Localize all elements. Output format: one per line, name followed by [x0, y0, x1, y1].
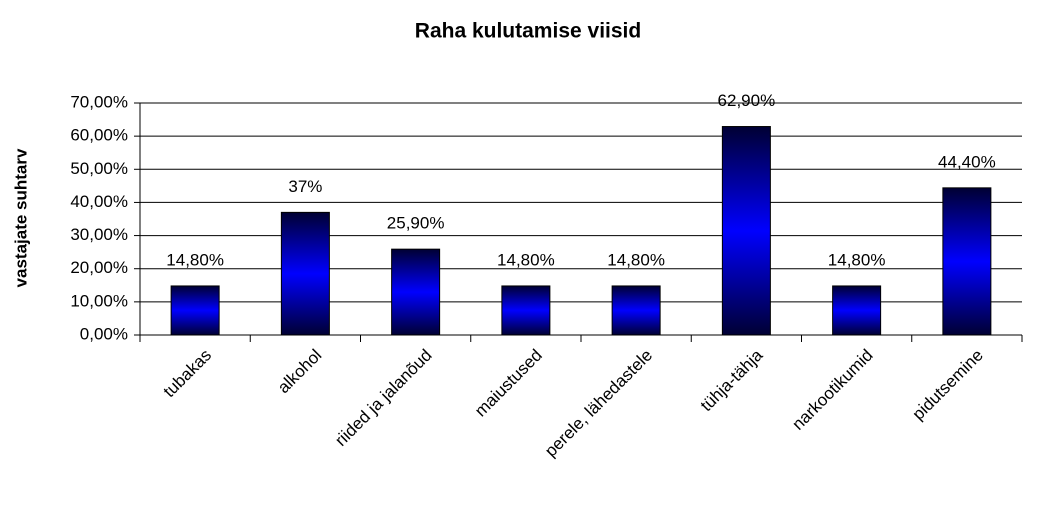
x-tick-label: tühja-tähja	[697, 345, 767, 415]
y-tick-label: 10,00%	[70, 291, 128, 310]
y-tick-label: 70,00%	[70, 92, 128, 111]
bar	[391, 248, 441, 336]
value-label: 62,90%	[718, 91, 776, 110]
value-label: 14,80%	[828, 250, 886, 269]
bar	[942, 187, 992, 336]
chart-title: Raha kulutamise viisid	[415, 20, 641, 43]
y-tick-label: 40,00%	[70, 192, 128, 211]
value-label: 14,80%	[166, 250, 224, 269]
x-tick-label: tubakas	[160, 346, 216, 402]
y-tick-label: 30,00%	[70, 225, 128, 244]
value-label: 14,80%	[607, 250, 665, 269]
x-tick-label: narkootikumid	[788, 346, 876, 434]
x-tick-label: pidutsemine	[909, 346, 987, 424]
x-tick-label: riided ja jalanõud	[331, 346, 435, 450]
y-tick-label: 50,00%	[70, 159, 128, 178]
x-tick-label: alkohol	[274, 346, 326, 398]
bar	[280, 211, 330, 336]
bar	[721, 126, 771, 336]
value-label: 37%	[288, 177, 322, 196]
value-label: 25,90%	[387, 214, 445, 233]
bar	[611, 285, 661, 336]
x-tick-label: maiustused	[471, 346, 546, 421]
y-tick-label: 60,00%	[70, 126, 128, 145]
y-axis-label: vastajate suhtarv	[11, 148, 30, 287]
bar	[501, 285, 551, 336]
bar	[832, 285, 882, 336]
y-tick-label: 0,00%	[80, 324, 128, 343]
x-tick-label: perele, lähedastele	[541, 346, 656, 461]
value-label: 44,40%	[938, 152, 996, 171]
value-label: 14,80%	[497, 250, 555, 269]
bar	[170, 285, 220, 336]
y-tick-label: 20,00%	[70, 258, 128, 277]
